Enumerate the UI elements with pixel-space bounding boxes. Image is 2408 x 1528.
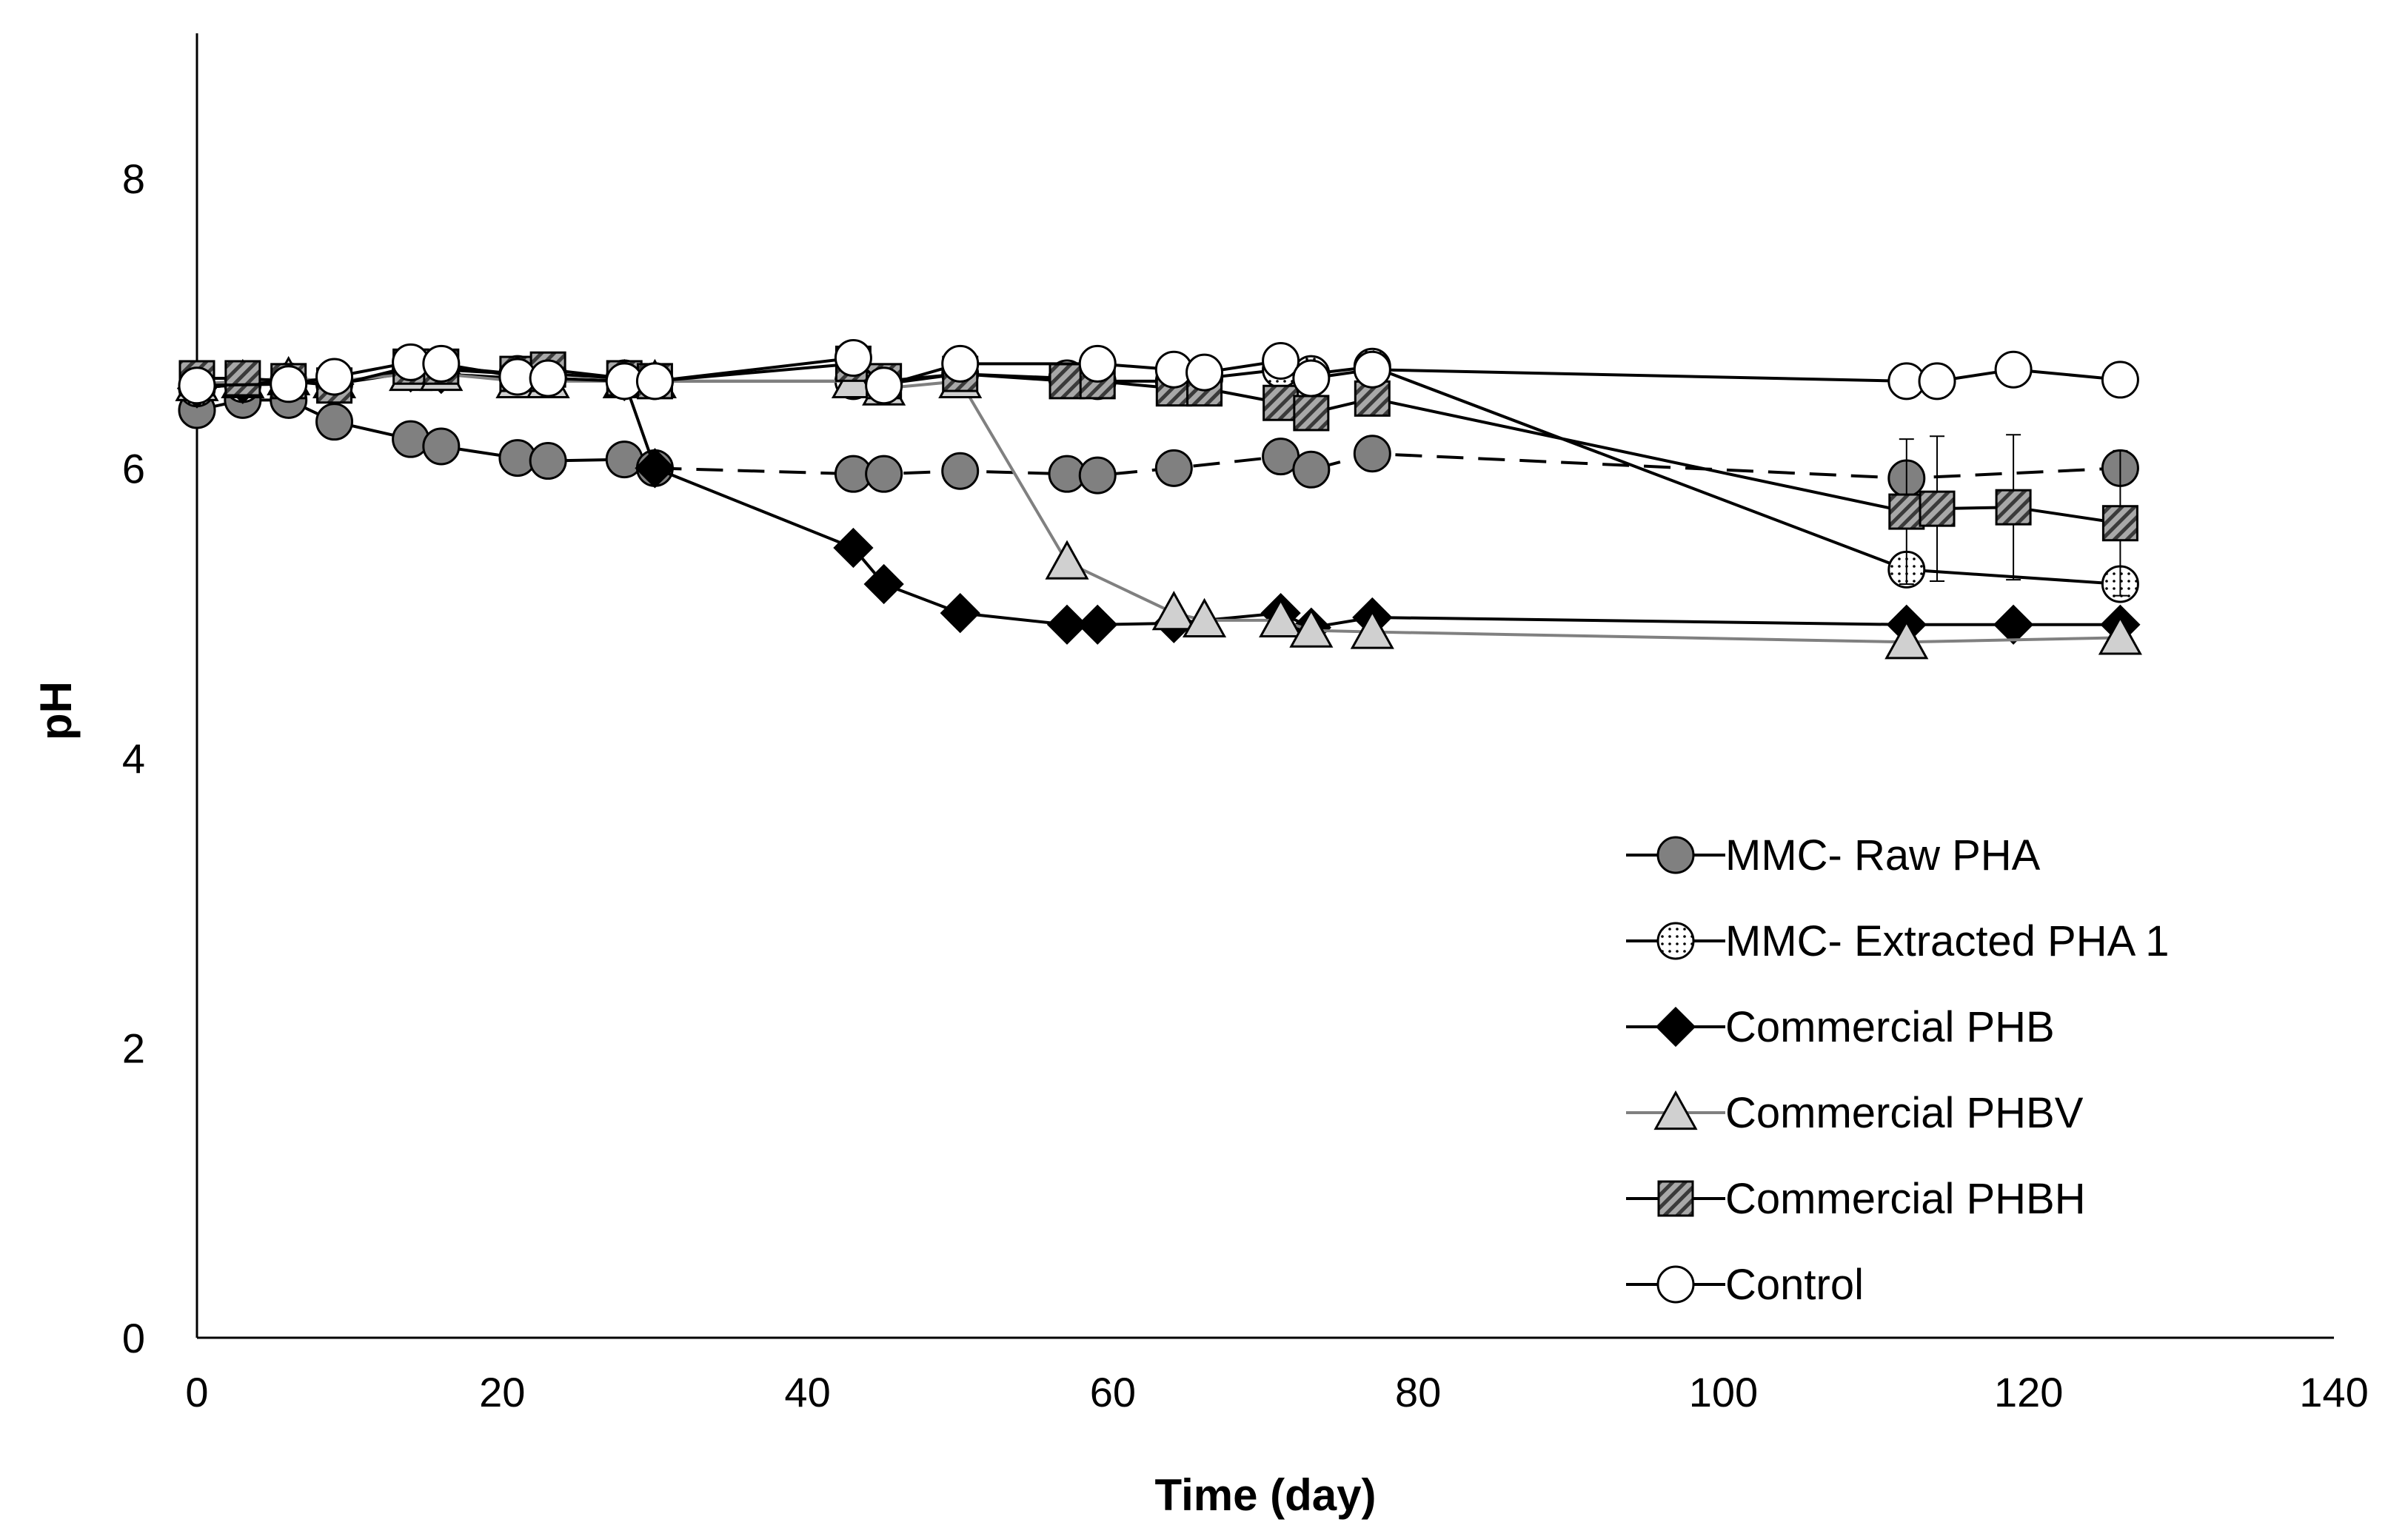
x-tick-label: 80 <box>1395 1369 1441 1415</box>
y-tick-label: 6 <box>122 445 145 492</box>
data-point <box>635 362 674 401</box>
data-point <box>834 339 872 378</box>
y-tick-label: 4 <box>122 735 145 782</box>
data-point <box>1994 350 2033 389</box>
data-point <box>1259 597 1303 637</box>
legend-item: Commercial PHBH <box>1626 1175 2086 1223</box>
data-point <box>1888 493 1925 530</box>
data-point <box>865 455 903 493</box>
legend-marker <box>1656 922 1695 960</box>
data-point <box>1995 489 2032 526</box>
series-line <box>196 371 2121 629</box>
legend-label: Control <box>1725 1261 1864 1309</box>
data-point <box>865 366 903 405</box>
y-tick-label: 2 <box>122 1025 145 1071</box>
legend-item: Commercial PHBV <box>1626 1089 2084 1137</box>
y-tick-label: 0 <box>122 1315 145 1361</box>
data-point <box>863 563 904 605</box>
series-control <box>178 339 2139 405</box>
data-point <box>2098 615 2142 655</box>
data-point <box>1292 450 1331 489</box>
legend-label: Commercial PHBH <box>1725 1175 2086 1223</box>
data-point <box>422 344 461 383</box>
x-tick-label: 40 <box>784 1369 830 1415</box>
legend-item: Commercial PHB <box>1626 1003 2055 1051</box>
series-line <box>196 372 2121 644</box>
data-point <box>1185 353 1224 392</box>
data-point <box>1045 540 1089 580</box>
data-point <box>1151 591 1196 631</box>
y-tick-label: 8 <box>122 155 145 202</box>
data-point <box>1262 341 1300 380</box>
legend-marker <box>1656 836 1695 874</box>
data-point <box>1353 435 1391 473</box>
legend: MMC- Raw PHA MMC- Extracted PHA 1 Commerci… <box>1626 831 2169 1309</box>
data-point <box>224 360 261 397</box>
series-layer <box>175 339 2142 660</box>
x-tick-label: 60 <box>1090 1369 1136 1415</box>
data-point <box>1262 384 1300 421</box>
legend-marker <box>1657 1180 1694 1217</box>
x-tick-labels: 0 20 40 60 80 100 120 140 <box>185 1369 2368 1415</box>
data-point <box>422 427 461 466</box>
data-point <box>1918 362 1956 401</box>
data-point <box>529 442 567 480</box>
legend-item: Control <box>1626 1261 1864 1309</box>
y-axis-title: pH <box>31 681 81 740</box>
legend-marker <box>1655 1006 1696 1048</box>
legend-marker <box>1656 1265 1695 1304</box>
data-point <box>1154 449 1193 487</box>
legend-label: Commercial PHBV <box>1725 1089 2084 1137</box>
data-point <box>1993 604 2034 645</box>
legend-item: MMC- Raw PHA <box>1626 831 2041 879</box>
x-tick-label: 0 <box>185 1369 208 1415</box>
data-point <box>2101 361 2139 399</box>
chart-axes <box>195 33 2334 1339</box>
data-point <box>529 359 567 398</box>
x-tick-label: 100 <box>1689 1369 1758 1415</box>
data-point <box>1919 490 1956 527</box>
data-point <box>1292 359 1331 398</box>
legend-item: MMC- Extracted PHA 1 <box>1626 917 2169 965</box>
data-point <box>1182 597 1227 637</box>
legend-label: Commercial PHB <box>1725 1003 2055 1051</box>
data-point <box>315 358 354 396</box>
legend-label: MMC- Extracted PHA 1 <box>1725 917 2169 965</box>
data-point <box>2101 505 2138 542</box>
data-point <box>178 366 216 405</box>
data-point <box>940 592 980 634</box>
data-point <box>635 448 675 489</box>
data-point <box>833 527 874 569</box>
legend-label: MMC- Raw PHA <box>1725 831 2041 879</box>
data-point <box>1289 608 1334 648</box>
data-point <box>1078 344 1117 383</box>
data-point <box>941 452 980 490</box>
data-point <box>1350 609 1394 649</box>
x-tick-label: 120 <box>1994 1369 2063 1415</box>
x-tick-label: 140 <box>2299 1369 2368 1415</box>
data-point <box>1049 363 1086 400</box>
data-point <box>941 344 980 383</box>
data-point <box>1077 604 1118 645</box>
data-point <box>1078 456 1117 495</box>
data-point <box>1353 350 1391 389</box>
x-tick-label: 20 <box>479 1369 525 1415</box>
data-point <box>1046 604 1088 645</box>
y-tick-labels: 0 2 4 6 8 <box>122 155 145 1361</box>
data-point <box>1293 395 1330 432</box>
data-point <box>270 365 308 403</box>
x-axis-title: Time (day) <box>1155 1470 1377 1520</box>
data-point <box>315 403 354 441</box>
legend-marker <box>1653 1090 1698 1130</box>
data-point <box>1884 620 1929 660</box>
